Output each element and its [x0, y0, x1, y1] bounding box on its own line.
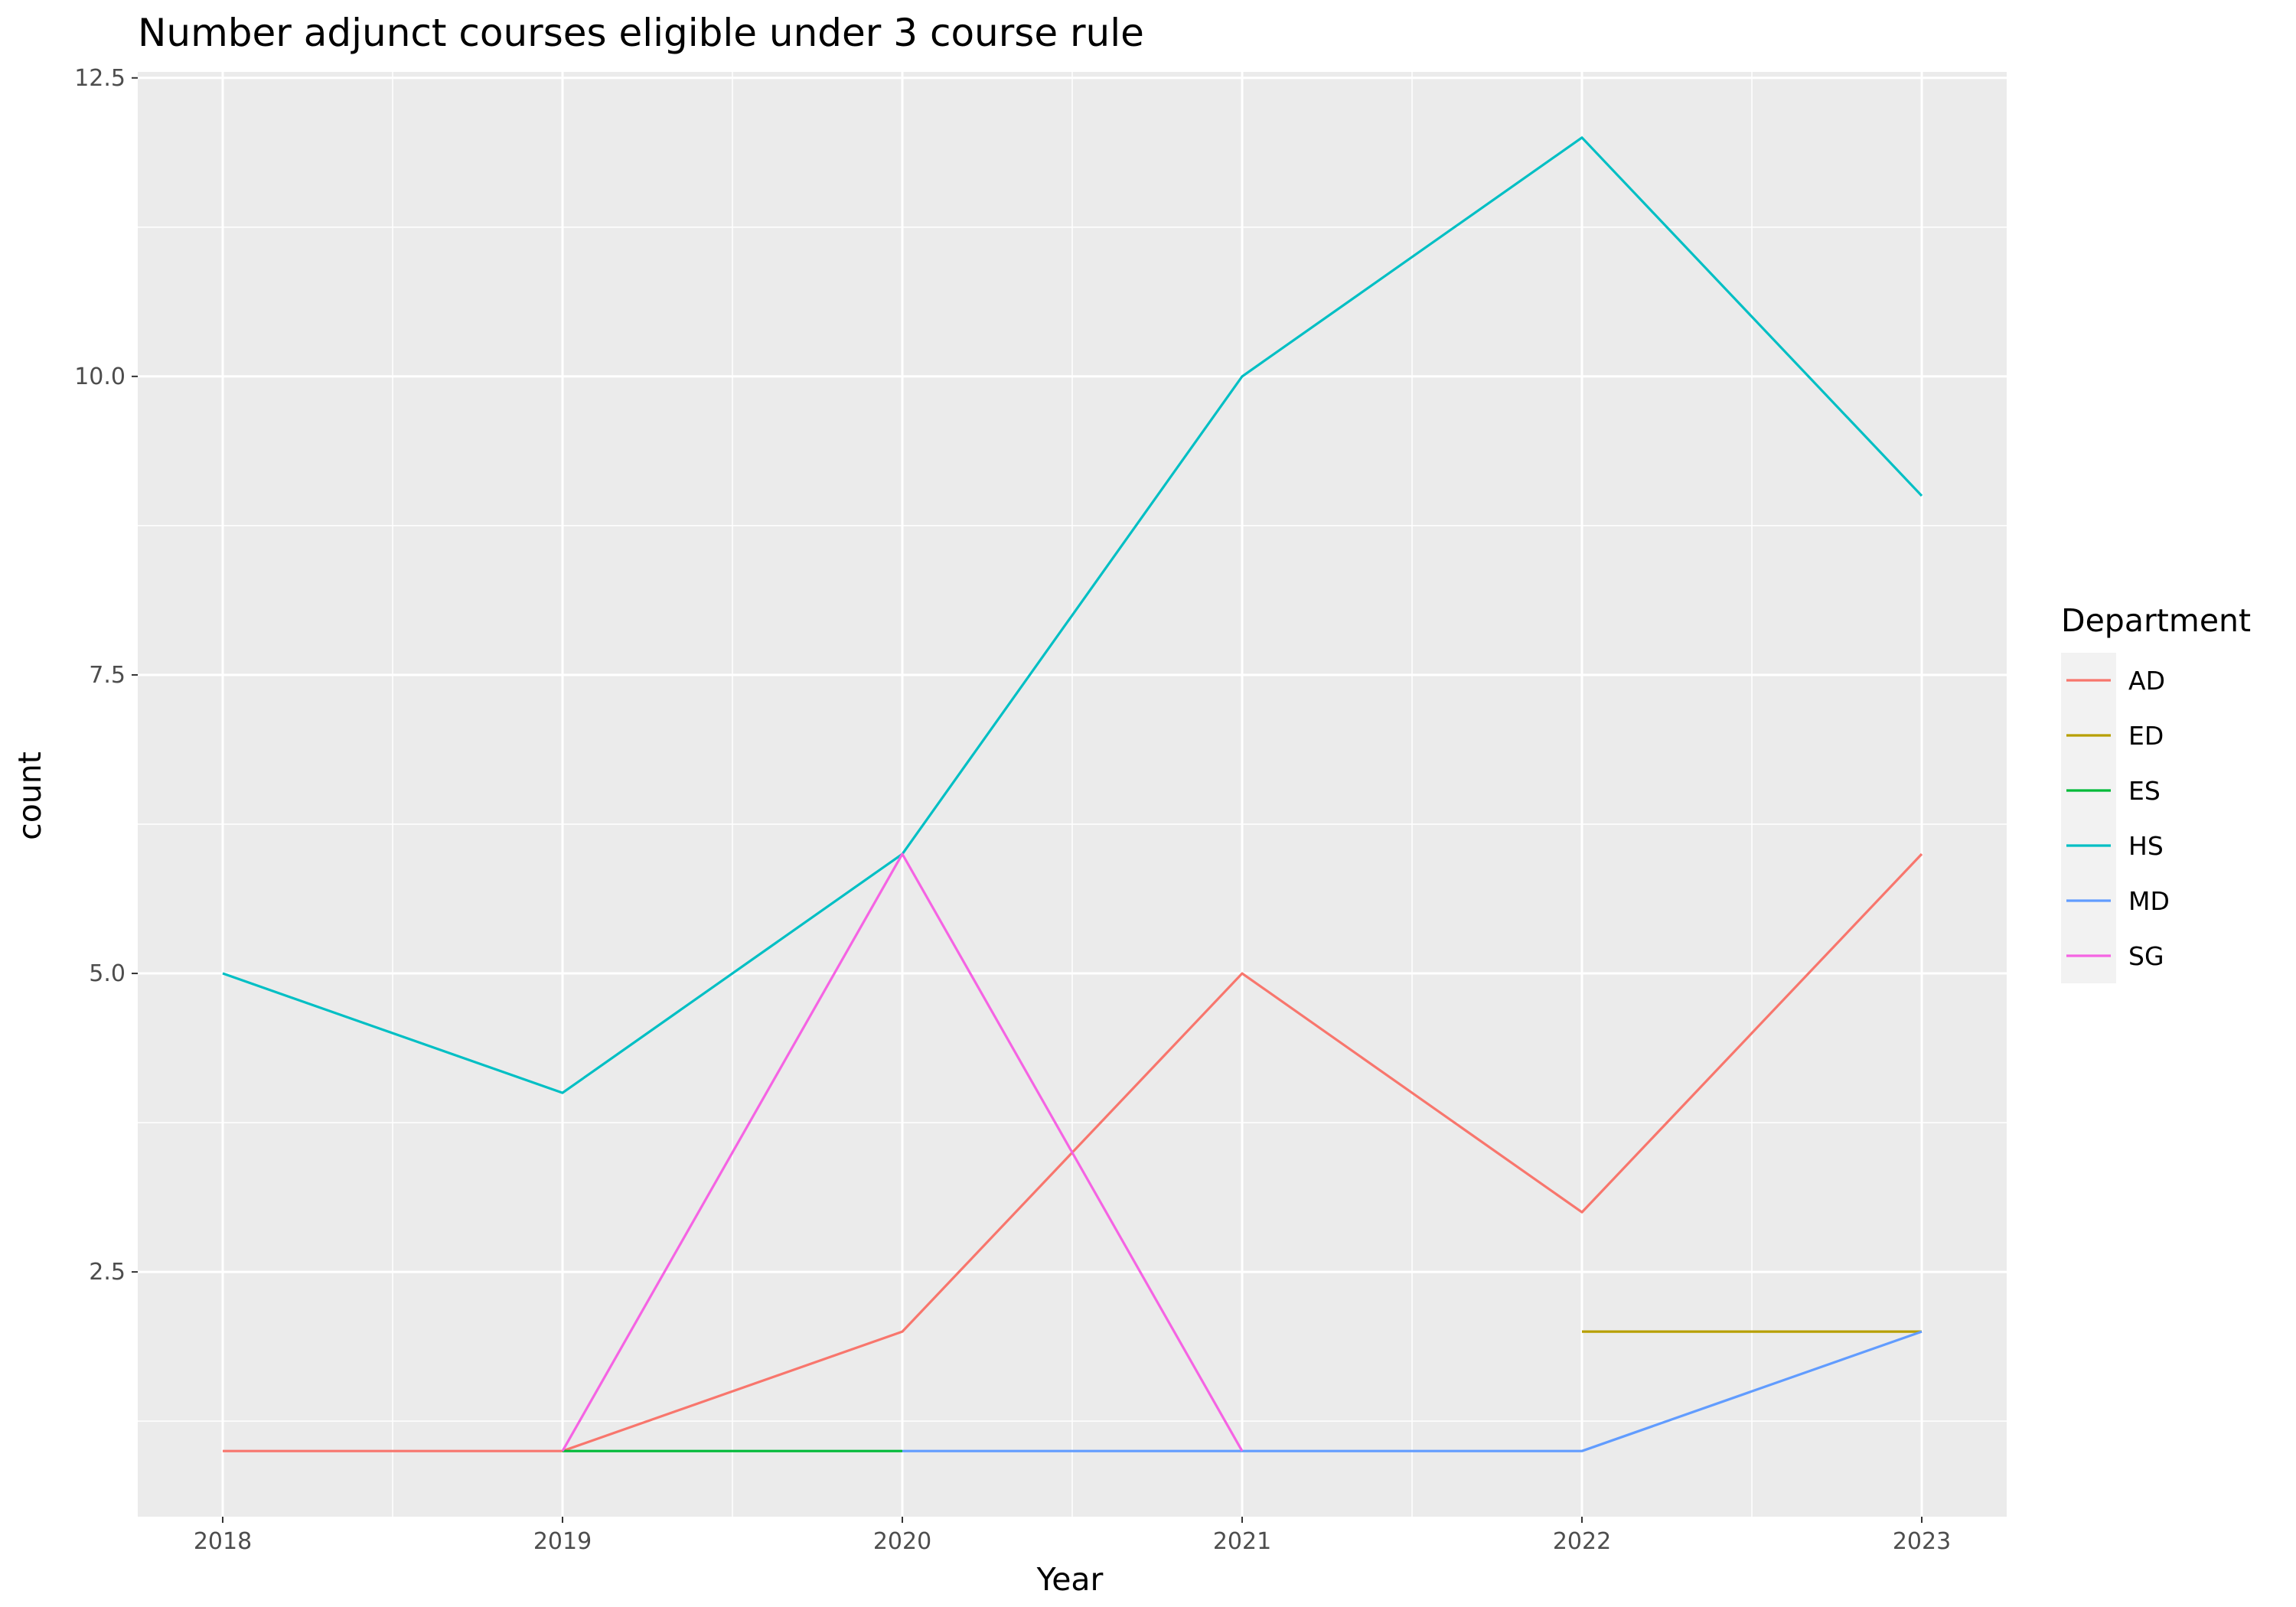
legend-title: Department — [2061, 602, 2251, 639]
x-tick-label: 2023 — [1893, 1528, 1951, 1555]
y-tick-label: 2.5 — [89, 1259, 126, 1286]
x-tick-label: 2019 — [533, 1528, 592, 1555]
series-line-sg — [561, 852, 1244, 1452]
y-axis-title: count — [11, 751, 48, 840]
legend-label-es: ES — [2128, 776, 2161, 806]
chart-title: Number adjunct courses eligible under 3 … — [138, 11, 1144, 55]
x-axis: 2018 2019 2020 2021 2022 2023 — [194, 1517, 1951, 1555]
x-tick-label: 2022 — [1553, 1528, 1611, 1555]
legend-label-md: MD — [2128, 886, 2170, 916]
legend-label-hs: HS — [2128, 831, 2164, 861]
series-line-md — [902, 1330, 1923, 1452]
y-axis: 2.5 5.0 7.5 10.0 12.5 — [74, 65, 138, 1286]
y-tick-label: 10.0 — [74, 363, 126, 390]
x-tick-label: 2020 — [873, 1528, 931, 1555]
major-gridlines — [138, 72, 2007, 1517]
legend-label-ad: AD — [2128, 666, 2165, 696]
legend-key-background — [2061, 653, 2116, 983]
legend-label-sg: SG — [2128, 941, 2164, 971]
series-lines — [222, 136, 1923, 1452]
x-tick-label: 2018 — [194, 1528, 252, 1555]
minor-gridlines — [138, 72, 2007, 1517]
y-tick-label: 5.0 — [89, 960, 126, 987]
x-tick-label: 2021 — [1213, 1528, 1271, 1555]
series-line-hs — [222, 136, 1923, 1094]
x-axis-title: Year — [1036, 1561, 1104, 1598]
legend-label-ed: ED — [2128, 721, 2164, 751]
legend: Department AD ED ES HS MD SG — [2061, 602, 2251, 983]
y-tick-label: 7.5 — [89, 662, 126, 689]
y-tick-label: 12.5 — [74, 65, 126, 92]
